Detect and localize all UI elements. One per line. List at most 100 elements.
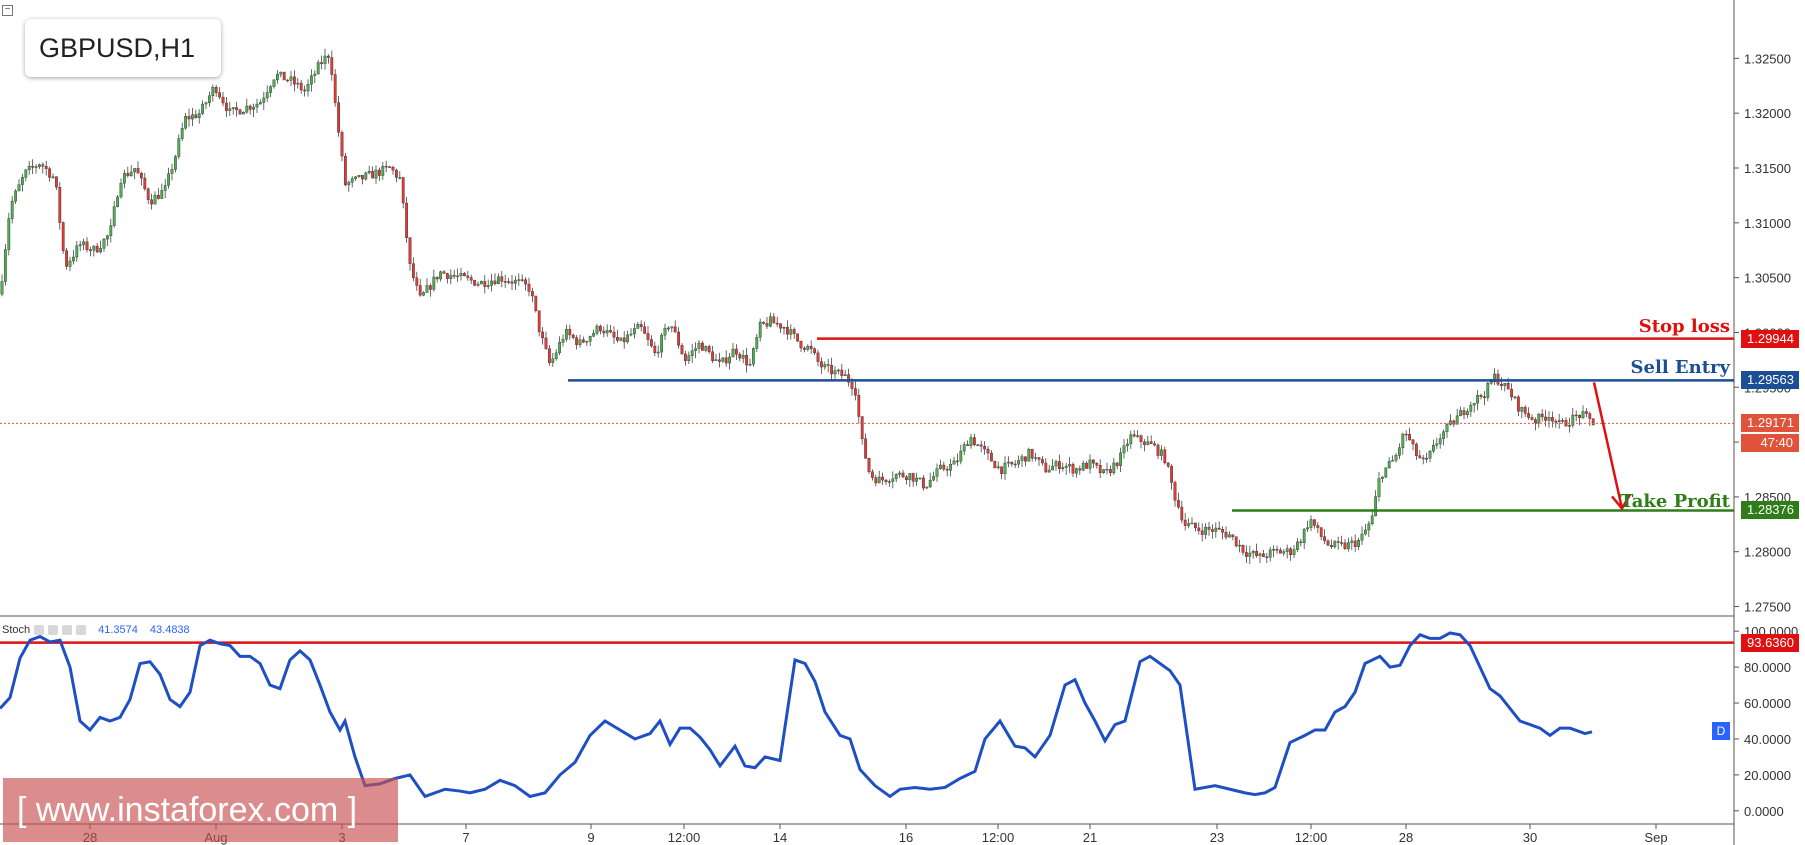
candle-body — [599, 325, 602, 332]
candle-body — [497, 276, 500, 285]
candle-body — [1380, 476, 1384, 479]
candle-body — [619, 337, 623, 341]
candle-body — [1295, 541, 1299, 550]
candle-body — [493, 280, 497, 285]
candle-body — [908, 473, 912, 481]
candle-body — [333, 74, 337, 103]
candle-body — [163, 185, 167, 191]
candle-body — [1057, 461, 1061, 470]
candle-body — [1312, 519, 1316, 526]
candle-body — [167, 173, 170, 186]
candle-body — [503, 281, 507, 283]
candle-body — [1343, 542, 1347, 549]
candle-body — [796, 333, 800, 342]
candle-body — [1394, 455, 1398, 461]
stoch-line — [0, 631, 1593, 799]
candle-body — [748, 363, 752, 366]
eye-icon[interactable] — [34, 625, 45, 635]
candle-body — [378, 169, 381, 176]
candle-body — [922, 477, 925, 489]
candle-body — [755, 337, 759, 349]
candle-body — [1149, 441, 1153, 444]
candle-body — [1445, 424, 1449, 432]
stop-loss-label: Stop loss — [1638, 315, 1730, 337]
candle-body — [1408, 433, 1412, 441]
candle-body — [996, 466, 1000, 469]
candle-body — [531, 291, 534, 297]
candle-body — [905, 476, 908, 481]
stoch-tick-label: 20.0000 — [1744, 768, 1791, 783]
candle-body — [27, 166, 31, 171]
candle-body — [310, 75, 313, 85]
candle-body — [1493, 373, 1497, 382]
candle-body — [1064, 465, 1068, 468]
candle-body — [415, 277, 419, 286]
candle-body — [1068, 464, 1072, 467]
stoch-tick-label: 60.0000 — [1744, 696, 1791, 711]
candle-body — [1414, 443, 1418, 456]
candle-body — [850, 382, 854, 389]
candle-body — [1102, 469, 1106, 474]
candle-body — [1095, 462, 1099, 466]
candle-body — [197, 113, 201, 118]
candle-body — [1251, 551, 1255, 554]
candle-body — [1166, 462, 1170, 467]
candle-body — [1428, 450, 1432, 459]
candle-body — [1401, 433, 1405, 448]
candle-body — [1200, 530, 1204, 535]
candle-body — [105, 235, 109, 240]
candle-body — [898, 472, 902, 475]
candle-body — [463, 273, 466, 277]
candle-body — [476, 283, 480, 286]
candle-body — [1340, 542, 1344, 544]
stoch-d-badge[interactable]: D — [1712, 722, 1730, 740]
candle-body — [122, 173, 126, 184]
candle-body — [891, 478, 895, 482]
candle-body — [653, 345, 657, 353]
candle-body — [731, 348, 735, 358]
candle-body — [660, 334, 664, 353]
candle-body — [813, 348, 817, 354]
candle-body — [1363, 529, 1367, 535]
candle-body — [381, 165, 385, 176]
candle-body — [1193, 522, 1197, 529]
price-tick-label: 1.30500 — [1744, 271, 1791, 286]
candle-body — [1187, 523, 1191, 526]
candle-body — [395, 169, 398, 178]
candle-body — [1129, 434, 1133, 445]
add-icon[interactable] — [62, 625, 73, 635]
candle-body — [673, 326, 677, 333]
candle-body — [374, 169, 378, 179]
candle-body — [1159, 449, 1163, 456]
candle-body — [952, 460, 956, 465]
candle-body — [789, 329, 793, 335]
candle-body — [55, 176, 58, 188]
close-icon[interactable] — [76, 625, 87, 635]
candle-body — [1306, 527, 1310, 530]
candle-body — [1591, 418, 1595, 426]
candle-body — [1353, 540, 1357, 547]
candle-body — [894, 474, 898, 480]
settings-icon[interactable] — [48, 625, 59, 635]
candle-body — [265, 92, 269, 99]
candle-body — [816, 352, 820, 362]
candle-body — [867, 458, 871, 472]
candle-body — [928, 479, 932, 488]
candle-body — [1013, 463, 1017, 466]
candle-body — [973, 437, 976, 446]
candle-body — [1391, 460, 1395, 462]
candle-body — [969, 437, 973, 446]
candle-body — [1292, 549, 1296, 555]
price-tick-label: 1.28000 — [1744, 545, 1791, 560]
collapse-icon[interactable]: − — [2, 5, 13, 16]
candle-body — [17, 184, 21, 192]
candle-body — [976, 444, 980, 447]
candle-body — [255, 103, 259, 108]
candle-body — [1180, 506, 1184, 521]
candle-body — [126, 173, 130, 177]
candle-body — [1238, 544, 1242, 547]
candle-body — [180, 128, 184, 139]
candle-body — [738, 354, 742, 359]
take-profit-label: Take Profit — [1620, 491, 1730, 513]
candle-body — [537, 310, 541, 333]
